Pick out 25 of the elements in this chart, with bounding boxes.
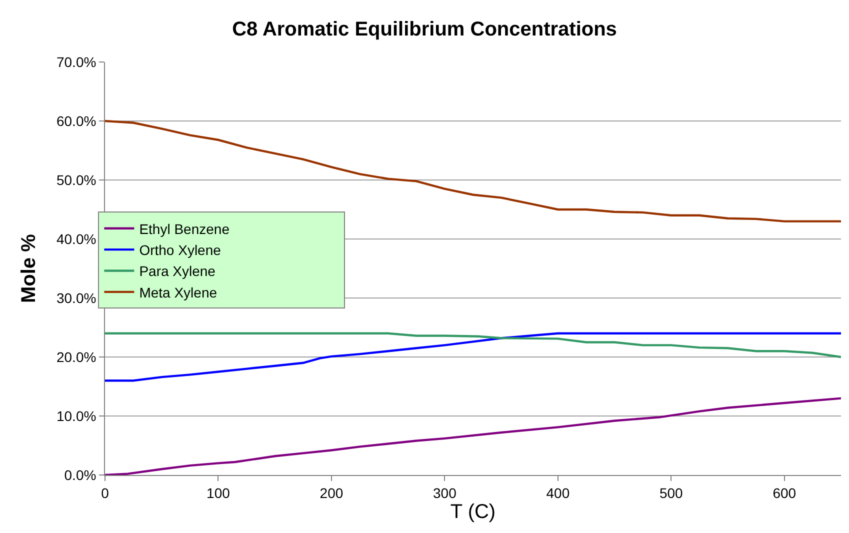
y-tick-label: 0.0% [64, 466, 96, 483]
x-tick-label: 400 [546, 484, 570, 501]
legend-label: Ortho Xylene [139, 242, 222, 258]
x-tick-label: 300 [433, 484, 457, 501]
y-tick-label: 50.0% [56, 172, 96, 188]
y-axis-title: Mole % [18, 234, 40, 303]
legend-label: Ethyl Benzene [139, 220, 230, 237]
legend-label: Para Xylene [139, 263, 216, 280]
x-axis-title: T (C) [450, 500, 496, 523]
y-tick-label: 40.0% [56, 230, 96, 247]
y-tick-label: 10.0% [56, 408, 96, 424]
line-series [105, 120, 841, 222]
y-tick-label: 60.0% [56, 112, 96, 129]
x-tick-label: 0 [101, 484, 110, 501]
y-tick-label: 30.0% [56, 290, 96, 306]
x-tick-label: 600 [772, 484, 796, 501]
x-tick-label: 100 [206, 484, 230, 501]
x-tick-label: 500 [659, 484, 684, 501]
x-tick-label: 200 [320, 484, 344, 501]
chart-title: C8 Aromatic Equilibrium Concentrations [232, 18, 617, 40]
y-tick-label: 70.0% [56, 54, 96, 70]
line-series [105, 332, 841, 358]
legend-label: Meta Xylene [139, 284, 218, 300]
y-tick-label: 20.0% [56, 348, 96, 365]
line-series [105, 332, 841, 382]
